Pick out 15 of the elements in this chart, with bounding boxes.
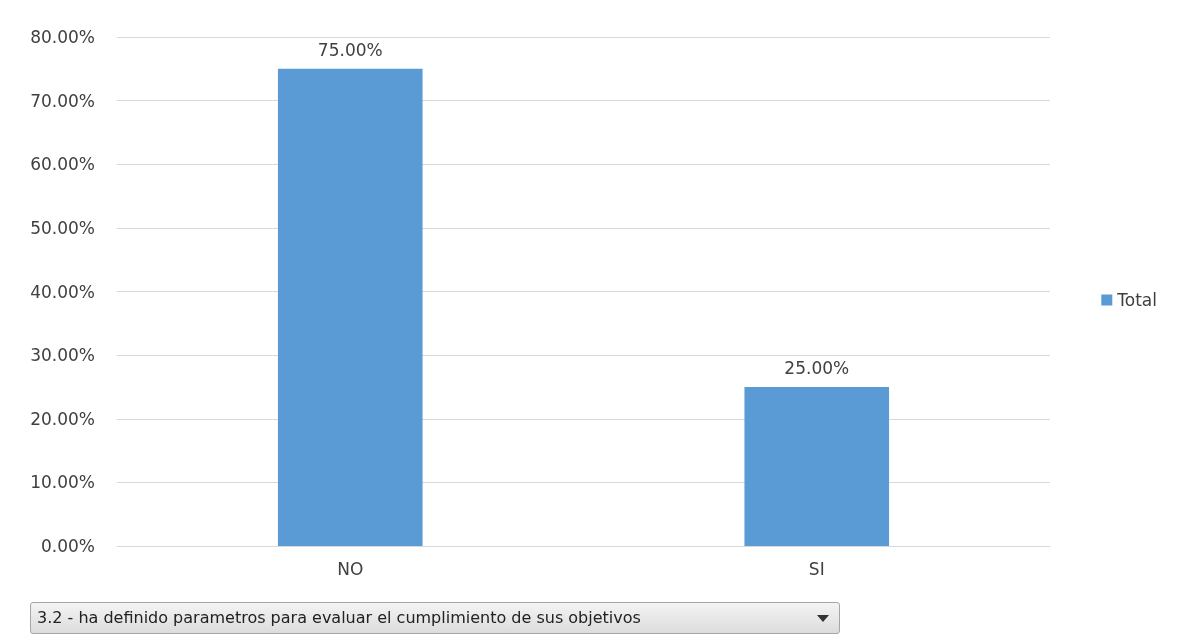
y-tick-label: 60.00% (30, 154, 95, 175)
data-label: 25.00% (784, 358, 850, 379)
x-tick-label: NO (337, 558, 364, 579)
y-tick-label: 20.00% (30, 408, 95, 429)
y-tick-label: 80.00% (30, 27, 95, 47)
y-tick-label: 30.00% (30, 345, 95, 366)
legend-label: Total (1116, 290, 1157, 310)
x-tick-label: SI (808, 558, 825, 579)
data-label: 75.00% (317, 40, 383, 61)
y-tick-label: 40.00% (30, 281, 95, 302)
y-tick-label: 0.00% (40, 536, 95, 556)
y-tick-label: 50.00% (30, 217, 95, 238)
y-tick-label: 10.00% (30, 472, 95, 493)
y-tick-label: 70.00% (30, 90, 95, 111)
x-axis-title: 3.2 - ha definido parametros para evaluar el cumplimiento de sus objetivos (37, 608, 641, 627)
